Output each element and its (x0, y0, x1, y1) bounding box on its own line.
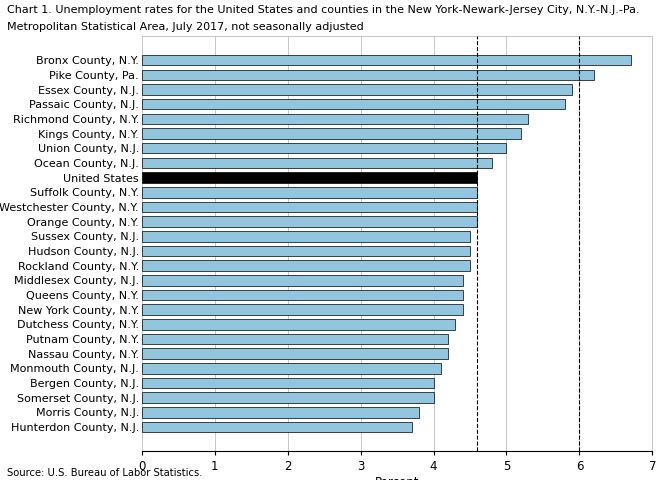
Bar (142, 319, 455, 330)
Bar (142, 157, 492, 168)
X-axis label: Percent: Percent (375, 476, 419, 480)
Bar (142, 172, 477, 183)
Bar (142, 363, 441, 373)
Bar (142, 260, 470, 271)
Bar (142, 334, 448, 344)
Bar (142, 422, 412, 432)
Text: Metropolitan Statistical Area, July 2017, not seasonally adjusted: Metropolitan Statistical Area, July 2017… (7, 22, 363, 32)
Bar (142, 128, 521, 139)
Bar (142, 84, 572, 95)
Bar (142, 70, 594, 80)
Bar (142, 304, 463, 315)
Bar (142, 99, 565, 109)
Bar (142, 187, 477, 197)
Text: Chart 1. Unemployment rates for the United States and counties in the New York-N: Chart 1. Unemployment rates for the Unit… (7, 5, 639, 15)
Text: Source: U.S. Bureau of Labor Statistics.: Source: U.S. Bureau of Labor Statistics. (7, 468, 202, 478)
Bar (142, 246, 470, 256)
Bar (142, 378, 434, 388)
Bar (142, 231, 470, 241)
Bar (142, 348, 448, 359)
Bar (142, 290, 463, 300)
Bar (142, 393, 434, 403)
Bar (142, 143, 507, 154)
Bar (142, 407, 419, 418)
Bar (142, 114, 529, 124)
Bar (142, 275, 463, 286)
Bar (142, 202, 477, 212)
Bar (142, 216, 477, 227)
Bar (142, 55, 631, 65)
